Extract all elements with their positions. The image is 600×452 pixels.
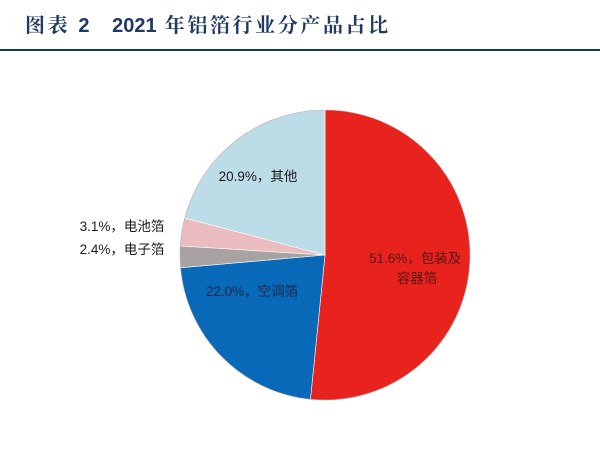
svg-text:20.9%，其他: 20.9%，其他: [219, 169, 298, 184]
svg-text:2.4%，电子箔: 2.4%，电子箔: [80, 242, 165, 257]
svg-text:22.0%，空调箔: 22.0%，空调箔: [206, 284, 298, 299]
svg-text:3.1%，电池箔: 3.1%，电池箔: [80, 219, 165, 234]
